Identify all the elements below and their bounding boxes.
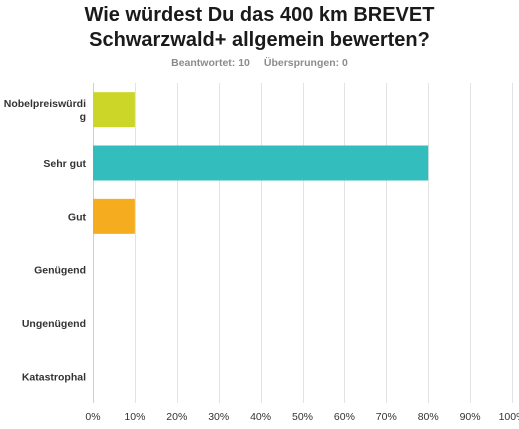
tick-label-40: 40% <box>250 411 271 423</box>
chart-title-line-1: Wie würdest Du das 400 km BREVET <box>84 4 435 26</box>
tick-label-90: 90% <box>460 411 481 423</box>
category-label-1: Sehr gut <box>43 158 86 170</box>
tick-label-80: 80% <box>418 411 439 423</box>
tick-label-10: 10% <box>124 411 145 423</box>
response-stats: Beantwortet: 10 Übersprungen: 0 <box>0 57 519 69</box>
skipped-count: Übersprungen: 0 <box>263 57 348 69</box>
answered-count: Beantwortet: 10 <box>171 57 250 69</box>
category-label-0: Nobelpreiswürdi g <box>4 98 86 123</box>
tick-label-50: 50% <box>292 411 313 423</box>
tick-label-70: 70% <box>376 411 397 423</box>
category-label-2: Gut <box>68 211 87 223</box>
tick-label-0: 0% <box>85 411 100 423</box>
category-label-5: Katastrophal <box>22 371 86 383</box>
category-label-3: Genügend <box>34 265 86 277</box>
tick-label-60: 60% <box>334 411 355 423</box>
tick-label-100: 100% <box>499 411 519 423</box>
bar-1 <box>93 145 429 181</box>
bar-0 <box>93 92 135 128</box>
grid <box>93 83 513 403</box>
chart-title: Wie würdest Du das 400 km BREVET Schwarz… <box>0 3 519 53</box>
tick-label-20: 20% <box>166 411 187 423</box>
tick-label-30: 30% <box>208 411 229 423</box>
chart-title-line-2: Schwarzwald+ allgemein bewerten? <box>89 29 430 51</box>
category-label-4: Ungenügend <box>22 318 86 330</box>
bar-2 <box>93 198 135 234</box>
